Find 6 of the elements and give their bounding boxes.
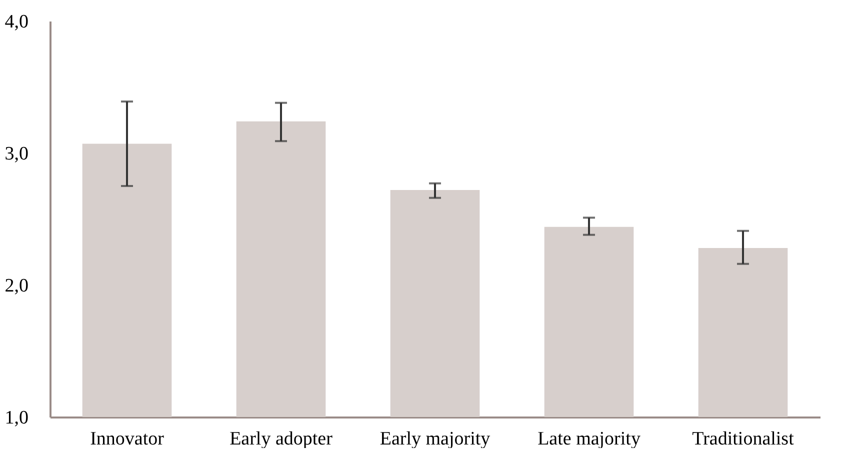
y-tick-label: 2,0 <box>4 276 28 296</box>
x-tick-label: Innovator <box>90 428 165 450</box>
x-tick-label: Traditionalist <box>692 428 795 450</box>
y-tick-label: 4,0 <box>4 12 28 32</box>
y-tick-label: 3,0 <box>4 144 28 164</box>
y-tick-label: 1,0 <box>4 408 28 428</box>
